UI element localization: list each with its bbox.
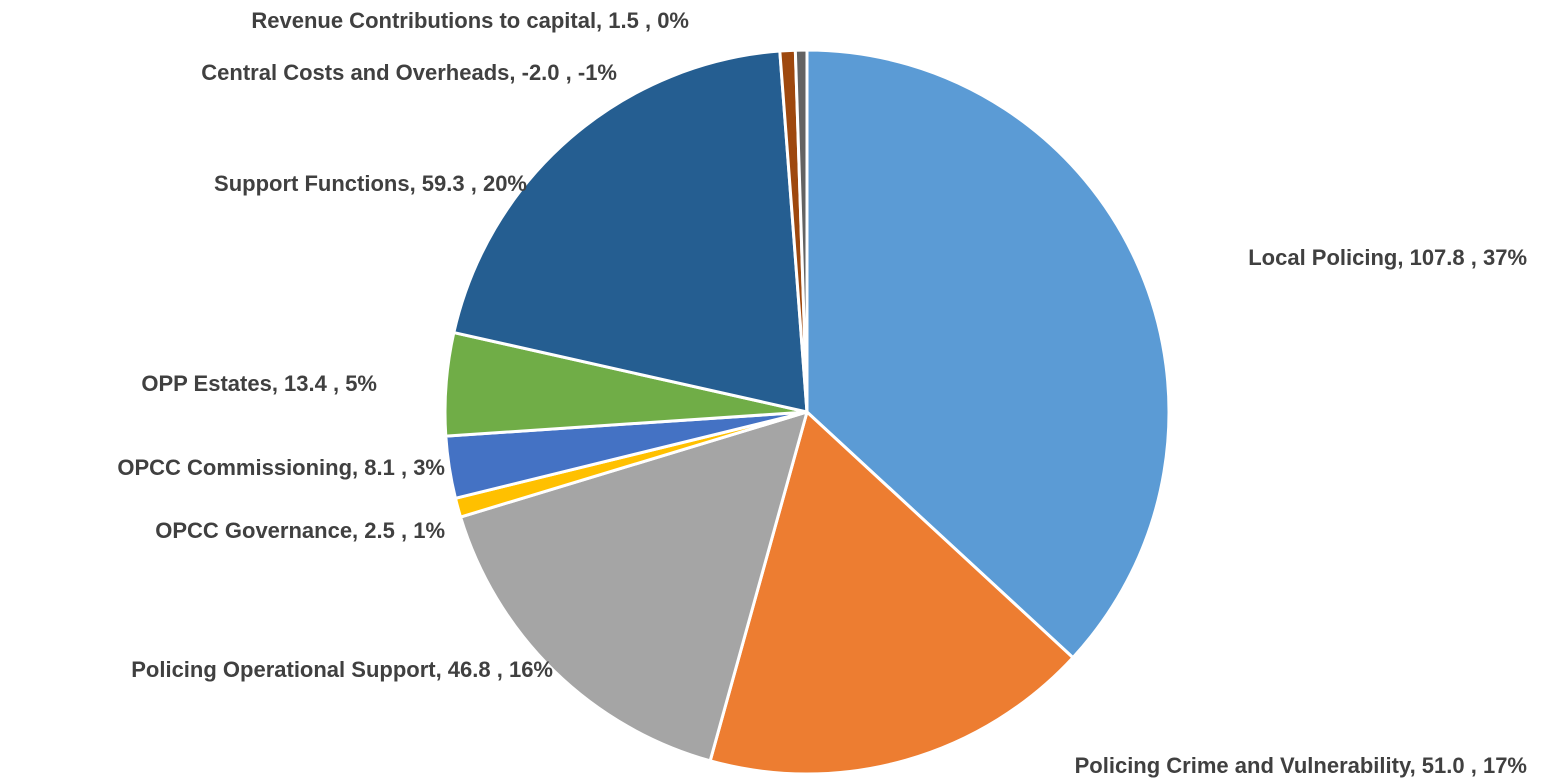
data-label-opcc-commissioning: OPCC Commissioning, 8.1 , 3%	[117, 455, 445, 480]
pie-slices	[443, 48, 1171, 776]
pie-slice-local-policing	[805, 48, 1171, 660]
data-label-policing-crime-and-vulnerability: Policing Crime and Vulnerability, 51.0 ,…	[1075, 753, 1527, 778]
data-label-central-costs-and-overheads: Central Costs and Overheads, -2.0 , -1%	[201, 60, 617, 85]
data-label-revenue-contributions-to-capital: Revenue Contributions to capital, 1.5 , …	[251, 8, 689, 33]
pie-slice-support-functions	[452, 49, 809, 414]
data-label-support-functions: Support Functions, 59.3 , 20%	[214, 171, 527, 196]
data-label-opp-estates: OPP Estates, 13.4 , 5%	[141, 371, 377, 396]
pie-labels: Local Policing, 107.8 , 37% Policing Crim…	[117, 8, 1527, 778]
data-label-local-policing: Local Policing, 107.8 , 37%	[1248, 245, 1527, 270]
pie-slice-policing-operational-support	[459, 410, 809, 763]
pie-slice-revenue-contributions-to-capital	[793, 48, 809, 414]
data-label-opcc-governance: OPCC Governance, 2.5 , 1%	[155, 518, 445, 543]
pie-slice-policing-crime-and-vulnerability	[708, 410, 1075, 776]
data-label-policing-operational-support: Policing Operational Support, 46.8 , 16%	[131, 657, 553, 682]
